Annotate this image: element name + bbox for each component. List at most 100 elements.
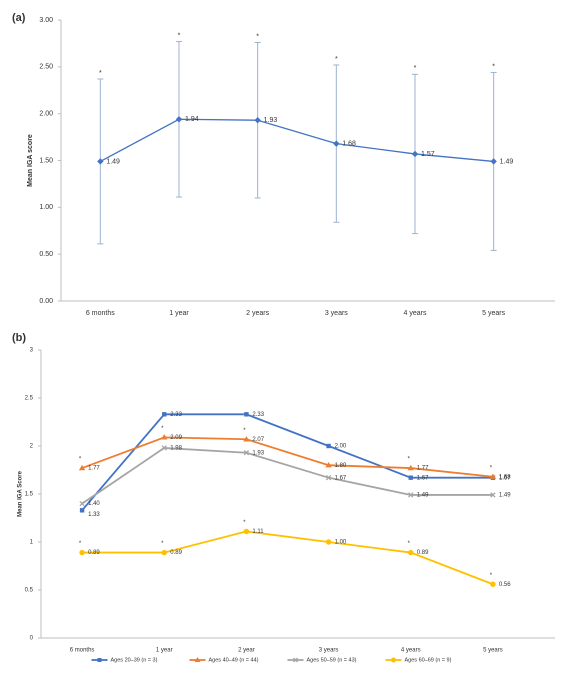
y-tick-label: 2.5 — [25, 396, 34, 402]
panel-label: (a) — [12, 12, 26, 24]
marker — [79, 549, 85, 556]
marker — [325, 475, 332, 481]
data-label: 1.57 — [421, 151, 435, 158]
data-label: 1.98 — [170, 445, 182, 451]
data-label: 1.49 — [417, 493, 429, 499]
x-tick-label: 6 months — [86, 310, 115, 317]
data-label: 1.00 — [335, 540, 347, 546]
x-tick-label: 4 years — [404, 310, 427, 317]
y-tick-label: 1.00 — [39, 204, 53, 211]
significance-mark: * — [408, 541, 411, 547]
legend-marker — [391, 657, 396, 663]
x-tick-label: 4 years — [401, 648, 421, 654]
data-label: 1.68 — [342, 140, 356, 147]
marker — [489, 473, 497, 479]
panel-label: (b) — [12, 332, 26, 344]
x-tick-label: 3 years — [325, 310, 348, 317]
significance-mark: * — [99, 70, 102, 77]
significance-mark: * — [256, 33, 259, 40]
y-tick-label: 1.50 — [39, 157, 53, 164]
data-label: 2.33 — [170, 412, 182, 418]
marker — [490, 581, 496, 587]
series-line — [81, 447, 493, 505]
x-tick-label: 1 year — [169, 310, 189, 317]
y-tick-label: 1.5 — [25, 492, 34, 498]
significance-mark: * — [161, 426, 164, 432]
y-tick-label: 3.00 — [39, 17, 53, 24]
data-label: 1.11 — [252, 529, 264, 535]
significance-mark: * — [178, 32, 181, 39]
marker — [161, 434, 168, 440]
data-label: 1.93 — [264, 117, 278, 124]
data-label: 0.56 — [499, 582, 511, 588]
y-tick-label: 3 — [30, 348, 34, 354]
data-label: 1.49 — [499, 493, 511, 499]
data-label: 2.33 — [252, 412, 264, 418]
legend-label: Ages 50–59 (n = 43) — [307, 657, 357, 663]
y-tick-label: 0 — [30, 636, 34, 642]
legend-marker — [293, 657, 298, 663]
significance-mark: * — [243, 428, 246, 434]
marker — [162, 412, 167, 417]
data-label: 0.89 — [417, 550, 429, 556]
legend-label: Ages 20–39 (n = 3) — [111, 657, 158, 663]
marker — [243, 528, 250, 535]
x-tick-label: 5 years — [483, 648, 503, 654]
data-label: 1.67 — [499, 475, 511, 481]
marker — [408, 492, 414, 498]
y-tick-label: 1 — [30, 540, 34, 546]
series-line — [81, 413, 493, 511]
data-label: 0.89 — [170, 550, 182, 556]
data-label: 1.40 — [88, 501, 100, 507]
data-label: 1.93 — [252, 450, 264, 456]
significance-mark: * — [490, 573, 493, 579]
marker — [325, 462, 332, 468]
data-label: 1.77 — [88, 466, 100, 472]
x-tick-label: 1 year — [156, 648, 173, 654]
significance-mark: * — [335, 56, 338, 63]
marker — [78, 464, 86, 471]
y-tick-label: 2.50 — [39, 64, 53, 71]
significance-mark: * — [79, 541, 82, 547]
series-line — [81, 436, 494, 478]
data-label: 1.68 — [499, 474, 511, 480]
data-label: 2.07 — [252, 437, 264, 443]
data-label: 1.49 — [500, 158, 514, 165]
y-tick-label: 2.00 — [39, 111, 53, 118]
marker — [243, 436, 250, 442]
y-axis-label: Mean IGA Score — [18, 470, 24, 516]
legend-marker — [97, 658, 102, 662]
marker — [490, 158, 497, 165]
data-label: 1.67 — [417, 475, 429, 481]
legend-marker — [194, 657, 201, 662]
marker — [161, 445, 167, 451]
data-label: 1.80 — [335, 463, 347, 469]
marker — [407, 464, 414, 471]
marker — [243, 450, 250, 456]
marker — [175, 116, 183, 123]
marker — [411, 150, 419, 158]
legend-label: Ages 40–49 (n = 44) — [209, 657, 259, 663]
y-tick-label: 0.50 — [39, 251, 53, 258]
marker — [79, 500, 85, 507]
marker — [326, 443, 331, 449]
data-label: 2.00 — [335, 444, 347, 450]
marker — [244, 412, 249, 417]
data-label: 1.67 — [335, 475, 347, 481]
marker — [408, 549, 414, 556]
series-line — [100, 118, 494, 163]
x-tick-label: 3 years — [319, 648, 339, 654]
marker — [333, 140, 340, 147]
data-label: 0.89 — [88, 550, 100, 556]
significance-mark: * — [243, 520, 246, 526]
y-tick-label: 0.5 — [25, 588, 34, 594]
marker — [490, 492, 496, 498]
significance-mark: * — [161, 541, 164, 547]
marker — [325, 539, 332, 545]
significance-mark: * — [79, 457, 82, 463]
x-tick-label: 2 year — [238, 648, 255, 654]
significance-mark: * — [492, 63, 495, 70]
x-tick-label: 5 years — [482, 310, 505, 317]
significance-mark: * — [490, 465, 493, 471]
x-tick-label: 2 years — [246, 310, 269, 317]
